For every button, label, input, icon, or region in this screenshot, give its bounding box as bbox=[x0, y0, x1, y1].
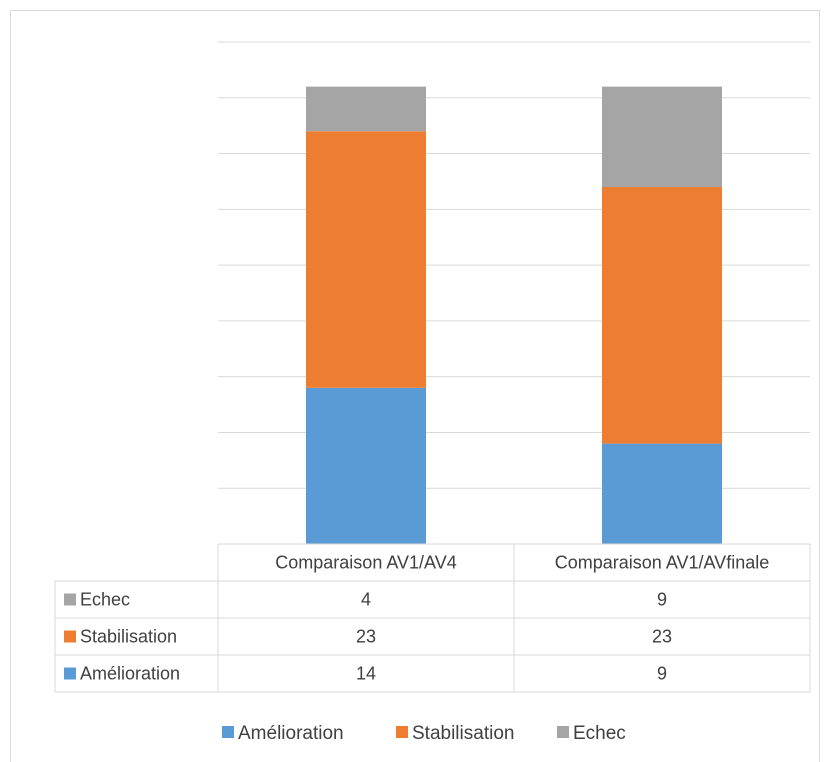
table-cell-value: 9 bbox=[657, 664, 667, 684]
chart-frame bbox=[10, 10, 820, 762]
bar-amelioration-1 bbox=[306, 387, 426, 544]
legend-key-amelioration bbox=[222, 726, 234, 738]
table-cell-value: 14 bbox=[356, 664, 376, 684]
bar-echec-2 bbox=[602, 86, 722, 188]
data-table: Comparaison AV1/AV4 Comparaison AV1/AVfin… bbox=[54, 543, 811, 693]
table-key-stabilisation bbox=[64, 630, 76, 643]
legend-label: Stabilisation bbox=[412, 723, 514, 744]
bars bbox=[306, 86, 722, 544]
table-cell-value: 23 bbox=[652, 627, 672, 647]
table-row-label: Stabilisation bbox=[80, 627, 177, 647]
bar-amelioration-2 bbox=[602, 443, 722, 544]
table-cell-value: 9 bbox=[657, 590, 667, 610]
legend-label: Amélioration bbox=[238, 723, 344, 744]
legend-key-stabilisation bbox=[396, 726, 408, 738]
table-key-echec bbox=[64, 593, 76, 606]
category-label: Comparaison AV1/AVfinale bbox=[555, 553, 769, 573]
legend-key-echec bbox=[557, 726, 569, 738]
table-cell-value: 23 bbox=[356, 627, 376, 647]
table-row-label: Amélioration bbox=[80, 664, 180, 684]
bar-echec-1 bbox=[306, 86, 426, 132]
bar-stabilisation-1 bbox=[306, 131, 426, 388]
category-label: Comparaison AV1/AV4 bbox=[275, 553, 456, 573]
legend: Amélioration Stabilisation Echec bbox=[222, 723, 626, 744]
table-cell-value: 4 bbox=[361, 590, 371, 610]
table-row-label: Echec bbox=[80, 590, 130, 610]
table-key-amelioration bbox=[64, 667, 76, 680]
legend-label: Echec bbox=[573, 723, 626, 744]
bar-stabilisation-2 bbox=[602, 187, 722, 444]
